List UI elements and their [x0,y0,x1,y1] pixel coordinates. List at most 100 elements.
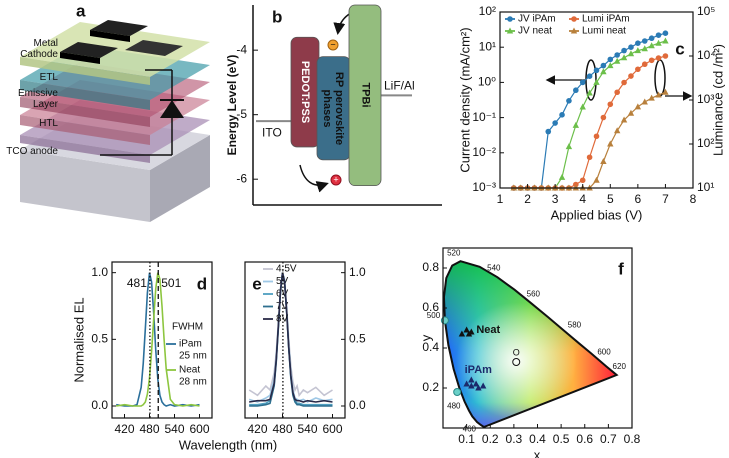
x-tick-label: 540 [164,422,184,436]
wavelength-label: 580 [568,320,582,329]
panel-label: f [618,259,624,278]
x-tick-label: 600 [189,422,209,436]
data-point [635,40,641,46]
data-point [621,79,627,86]
legend-title: FWHM [172,322,203,333]
data-point [558,173,566,180]
legend-label: Neat [179,365,200,376]
data-point [655,32,662,38]
x-tick-label: 6 [635,192,642,206]
energy-band [348,4,382,187]
data-point [468,382,475,389]
y-tick-label: 0.5 [91,332,108,346]
x-tick-label: 420 [247,422,267,436]
legend-marker [506,27,514,34]
data-point [607,62,614,69]
series-line [513,91,666,189]
data-point [607,56,614,63]
x-tick-label: 5 [607,192,614,206]
y-axis-title: Current density (mA/cm²) [457,27,472,172]
data-point [634,47,642,54]
y-tick-label: 0.8 [422,260,439,274]
x-tick-label: 540 [297,422,317,436]
locus-shade [442,260,619,429]
data-point [593,67,600,74]
data-point [641,45,648,52]
y-axis-title: Normalised EL [71,297,86,382]
data-point [468,376,475,383]
data-point [559,112,565,118]
x-tick-label: 0.6 [576,432,593,446]
y-tick-label: 10⁴ [697,48,716,62]
data-point [648,57,655,64]
legend-label: Lumi neat [582,26,626,37]
locus-marker [453,388,462,396]
legend-fwhm: 28 nm [179,377,207,388]
data-point [600,158,607,165]
data-point [648,42,655,49]
y-tick-label: 10¹ [697,180,714,194]
plot-frame [499,11,694,189]
data-point [613,127,621,134]
white-point-label: O [513,347,520,357]
x-tick-label: 480 [139,422,159,436]
energy-band [290,36,320,148]
data-point [620,116,628,123]
data-point [545,128,552,135]
legend-label: Lumi iPAm [582,14,630,25]
x-axis-title: x [534,447,541,458]
series-oval [654,59,666,97]
data-point [614,89,620,96]
y-tick-label: 0.0 [349,398,366,412]
data-point [607,140,614,147]
data-point [648,35,655,42]
series-line [513,32,666,189]
y-tick-label: 10⁵ [697,4,715,18]
wavelength-label: 540 [487,264,501,273]
data-point [628,73,634,79]
y-tick-label: -4 [236,42,247,56]
data-point [600,114,607,121]
y-tick-label: 10⁻³ [472,180,496,194]
x-tick-label: 0.5 [553,432,570,446]
panel-label: c [675,39,684,58]
data-point [613,57,621,64]
data-point [655,55,662,61]
y-tick-label: 10² [479,4,496,18]
legend-label: 4.5V [276,264,297,275]
device-schematic [20,20,210,222]
y-tick-label: -5 [236,107,247,121]
electrode-label: LiF/Al [384,78,415,92]
legend-marker [571,16,577,22]
charge-sign: − [330,39,335,49]
data-point [614,52,620,58]
y-tick-label: 10⁻¹ [472,110,496,124]
data-point [573,87,579,94]
series-label: iPAm [465,364,493,376]
plot-frame [244,261,346,419]
data-point [552,120,558,126]
data-point [566,98,572,104]
data-point [600,68,607,75]
data-point [579,177,586,184]
data-point [641,61,648,68]
data-point [600,62,607,69]
x-tick-label: 0.8 [624,432,641,446]
y2-axis-title: Luminance (cd /m²) [710,44,725,156]
data-point [572,121,580,128]
y-tick-label: 10⁻² [472,145,496,159]
data-point [662,53,669,59]
series-line [249,272,333,403]
x-tick-label: 600 [322,422,342,436]
data-point [655,91,662,98]
hole-arrow [299,164,329,193]
panel-label: b [272,7,282,26]
wavelength-label: 520 [447,249,461,258]
data-point [463,326,470,333]
data-point [607,101,614,108]
data-point [621,47,627,54]
x-axis-title: Wavelength (nm) [179,437,278,452]
y-tick-label: 10¹ [479,39,496,53]
series-line [116,272,200,407]
